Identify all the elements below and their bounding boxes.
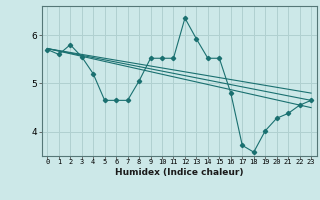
- X-axis label: Humidex (Indice chaleur): Humidex (Indice chaleur): [115, 168, 244, 177]
